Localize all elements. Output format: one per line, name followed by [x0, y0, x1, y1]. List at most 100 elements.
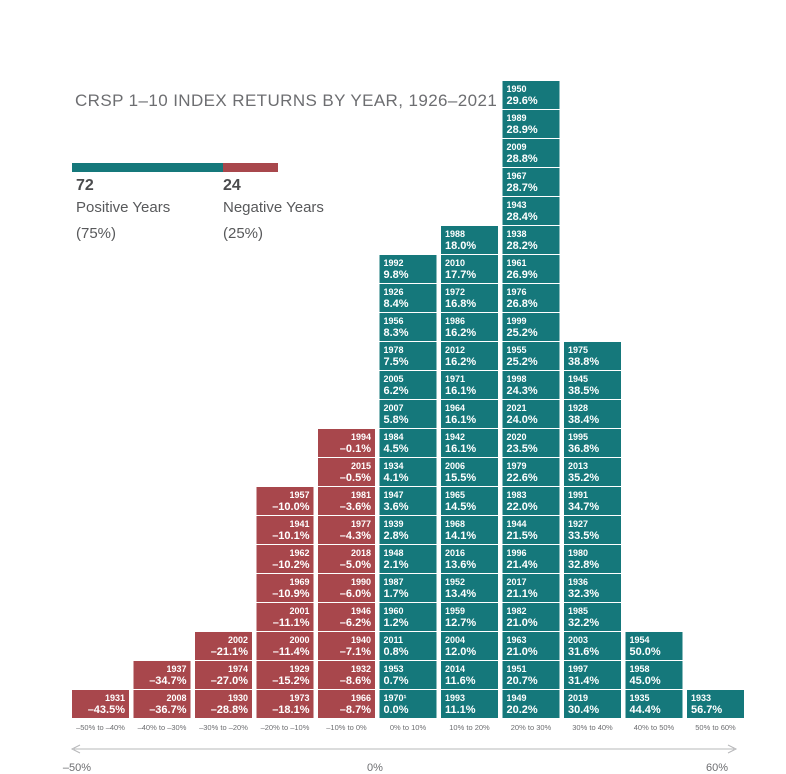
year-cell-return: –0.1%	[340, 443, 371, 455]
year-cell-year: 1964	[445, 403, 465, 413]
bin-label: 30% to 40%	[572, 723, 613, 732]
year-cell-return: 8.3%	[384, 327, 409, 339]
year-cell-1988	[441, 226, 498, 254]
year-cell-return: 4.5%	[384, 443, 409, 455]
year-cell-1957	[256, 487, 314, 515]
year-cell-year: 1962	[289, 548, 309, 558]
year-cell-year: 1953	[384, 664, 404, 674]
year-cell-year: 2001	[289, 606, 309, 616]
year-cell-return: –10.2%	[272, 559, 310, 571]
year-cell-return: 38.8%	[568, 356, 599, 368]
year-cell-return: –3.6%	[340, 501, 371, 513]
year-cell-return: –43.5%	[88, 704, 126, 716]
year-cell-return: 0.8%	[384, 646, 409, 658]
year-cell-return: 14.5%	[445, 501, 476, 513]
year-cell-1941	[256, 516, 314, 544]
year-cell-1951	[502, 661, 560, 689]
year-cell-year: 1942	[445, 432, 465, 442]
year-cell-1969	[256, 574, 314, 602]
bin-label: 50% to 60%	[695, 723, 736, 732]
year-cell-year: 1975	[568, 345, 588, 355]
year-cell-1946	[318, 603, 375, 631]
year-cell-year: 1946	[351, 606, 371, 616]
bin-label: 20% to 30%	[511, 723, 552, 732]
axis-max-label: 60%	[706, 762, 728, 774]
year-cell-return: 14.1%	[445, 530, 476, 542]
year-cell-year: 1986	[445, 316, 465, 326]
year-cell-return: 34.7%	[568, 501, 599, 513]
year-cell-return: 45.0%	[630, 675, 661, 687]
year-cell-return: 21.1%	[507, 588, 538, 600]
year-cell-1932	[318, 661, 375, 689]
negative-years-label: Negative Years	[223, 199, 324, 216]
axis-left-arrow-icon	[70, 744, 81, 754]
year-cell-year: 1956	[384, 316, 404, 326]
year-cell-return: 13.4%	[445, 588, 476, 600]
year-cell-year: 1952	[445, 577, 465, 587]
year-cell-1978	[379, 342, 437, 370]
bin-label: 0% to 10%	[390, 723, 427, 732]
year-cell-1926	[379, 284, 437, 312]
year-cell-1971	[441, 371, 498, 399]
year-cell-1949	[502, 690, 560, 718]
year-cell-year: 1928	[568, 403, 588, 413]
year-cell-2006	[441, 458, 498, 486]
year-cell-year: 1978	[384, 345, 404, 355]
year-cell-1972	[441, 284, 498, 312]
positive-years-bar	[72, 163, 223, 172]
year-cell-1991	[564, 487, 621, 515]
year-cell-2005	[379, 371, 437, 399]
year-cell-1944	[502, 516, 560, 544]
year-cell-return: 44.4%	[630, 704, 661, 716]
year-cell-1990	[318, 574, 375, 602]
year-cell-year: 1972	[445, 287, 465, 297]
year-cell-year: 2011	[384, 635, 404, 645]
positive-years-label: Positive Years	[76, 199, 171, 216]
year-cell-1939	[379, 516, 437, 544]
year-cell-2010	[441, 255, 498, 283]
year-cell-1960	[379, 603, 437, 631]
year-cell-year: 1936	[568, 577, 588, 587]
year-cell-2003	[564, 632, 621, 660]
year-cell-return: 38.5%	[568, 385, 599, 397]
year-cell-1943	[502, 197, 560, 225]
year-cell-return: 2.1%	[384, 559, 409, 571]
year-cell-1974	[195, 661, 252, 689]
axis-min-label: –50%	[63, 762, 91, 774]
negative-years-summary: 24 Negative Years (25%)	[223, 176, 324, 244]
year-cell-year: 1966	[351, 693, 371, 703]
year-cell-return: 21.4%	[507, 559, 538, 571]
year-cell-year: 1997	[568, 664, 588, 674]
year-cell-1997	[564, 661, 621, 689]
year-cell-return: 15.5%	[445, 472, 476, 484]
year-cell-1985	[564, 603, 621, 631]
year-cell-year: 1957	[289, 490, 309, 500]
year-cell-1995	[564, 429, 621, 457]
year-cell-return: 16.1%	[445, 443, 476, 455]
year-cell-year: 2021	[507, 403, 527, 413]
year-cell-return: 28.7%	[507, 182, 538, 194]
year-cell-2009	[502, 139, 560, 167]
year-cell-year: 1970¹	[384, 693, 407, 703]
year-cell-year: 1943	[507, 200, 527, 210]
year-cell-return: 29.6%	[507, 95, 538, 107]
year-cell-2018	[318, 545, 375, 573]
year-cell-1994	[318, 429, 375, 457]
year-cell-return: 38.4%	[568, 414, 599, 426]
year-cell-return: 13.6%	[445, 559, 476, 571]
year-cell-1967	[502, 168, 560, 196]
year-cell-year: 1933	[691, 693, 711, 703]
year-cell-2001	[256, 603, 314, 631]
year-cell-year: 1983	[507, 490, 527, 500]
year-cell-2015	[318, 458, 375, 486]
year-cell-return: –36.7%	[149, 704, 187, 716]
year-cell-year: 1947	[384, 490, 404, 500]
year-cell-2019	[564, 690, 621, 718]
year-cell-year: 1974	[228, 664, 248, 674]
year-cell-return: 32.3%	[568, 588, 599, 600]
year-cell-1928	[564, 400, 621, 428]
year-cell-return: –34.7%	[149, 675, 187, 687]
year-cell-return: 0.7%	[384, 675, 409, 687]
year-cell-return: 21.5%	[507, 530, 538, 542]
positive-years-percent: (75%)	[76, 225, 117, 242]
